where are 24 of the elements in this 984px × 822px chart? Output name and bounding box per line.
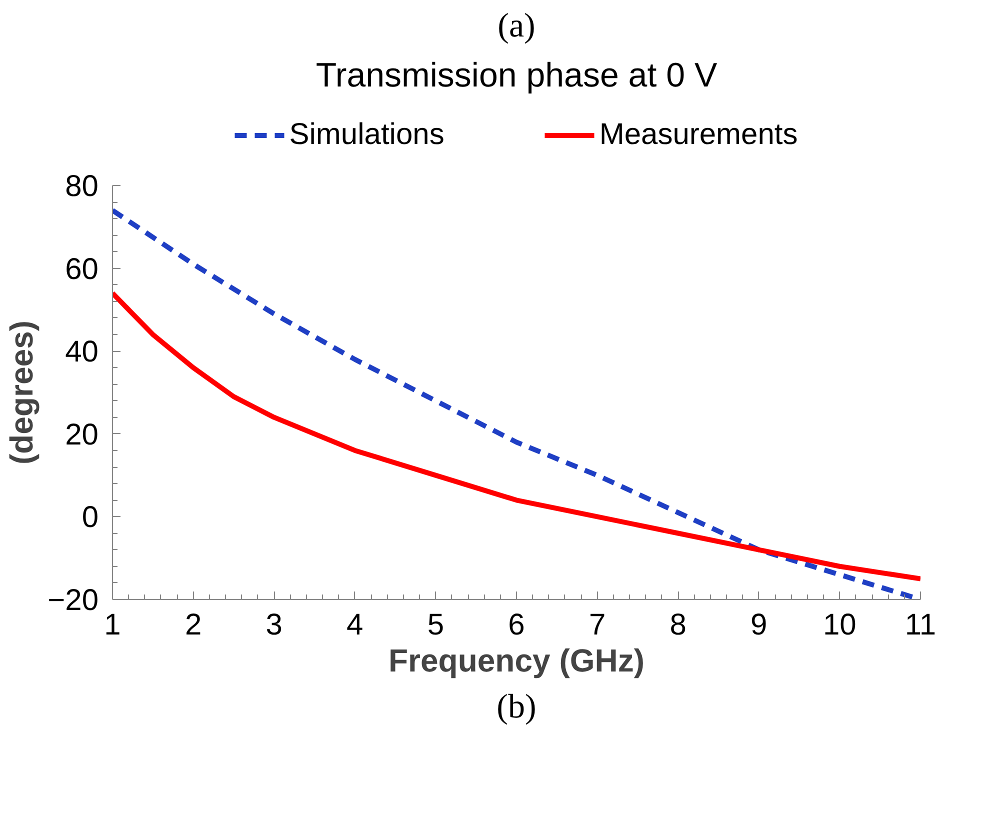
y-tick-label: 60 [65, 252, 99, 286]
x-tick-label: 2 [184, 608, 202, 642]
x-axis-title: Frequency (GHz) [388, 642, 645, 678]
y-tick-label: −20 [48, 584, 98, 617]
x-tick-label: 1 [104, 608, 121, 642]
x-tick-label: 4 [346, 608, 364, 642]
x-tick-label: 5 [427, 608, 444, 642]
x-tick-label: 10 [823, 608, 856, 642]
legend-label: Simulations [289, 118, 444, 152]
y-tick-label: 40 [65, 336, 99, 369]
text: (a) [498, 8, 536, 44]
y-tick-label: 0 [82, 501, 99, 534]
x-tick-label: 7 [588, 608, 606, 642]
x-tick-label: 8 [670, 608, 686, 642]
chart-title: Transmission phase at 0 V [316, 56, 718, 94]
text: (b) [496, 688, 536, 726]
x-tick-label: 9 [750, 608, 768, 642]
x-tick-label: 6 [508, 608, 525, 642]
x-tick-label: 11 [904, 608, 936, 642]
legend-label: Measurements [599, 118, 798, 152]
y-axis-title: (degrees) [4, 320, 40, 465]
x-tick-label: 3 [266, 608, 282, 642]
y-tick-label: 20 [65, 418, 99, 452]
y-tick-label: 80 [65, 170, 99, 203]
